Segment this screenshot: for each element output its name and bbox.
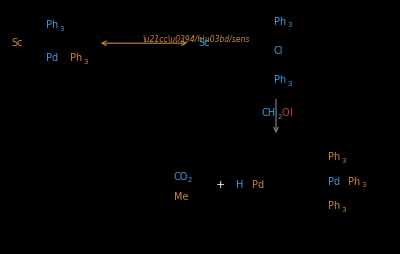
Text: 3: 3 [287,81,292,87]
Text: Pd: Pd [46,53,58,64]
Text: 3: 3 [341,207,346,213]
Text: 3: 3 [341,158,346,164]
Text: 3: 3 [83,59,88,65]
Text: 3: 3 [59,26,64,32]
Text: Ph: Ph [348,177,360,187]
Text: 3: 3 [287,22,292,28]
Text: Ph: Ph [274,75,286,85]
Text: Pd: Pd [252,180,264,190]
Text: +: + [216,180,225,190]
Text: Me: Me [174,192,188,202]
Text: Pd: Pd [328,177,340,187]
Text: CH: CH [262,108,276,118]
Text: O: O [281,108,289,118]
Text: Sc: Sc [198,38,210,48]
Text: Ph: Ph [274,17,286,27]
Text: Ph: Ph [328,152,340,163]
Text: Sc: Sc [11,38,23,48]
Text: 2: 2 [277,114,282,120]
Text: 3: 3 [361,182,366,188]
Text: \u21cc\u0394/h\u03bd/sens: \u21cc\u0394/h\u03bd/sens [142,35,250,44]
Text: Cl: Cl [274,46,284,56]
Text: Ph: Ph [46,20,58,30]
Text: Ph: Ph [70,53,82,64]
Text: H: H [236,180,243,190]
Text: 2: 2 [187,177,192,183]
Text: Ph: Ph [328,201,340,211]
Text: CO: CO [174,171,188,182]
Text: l: l [289,108,292,118]
